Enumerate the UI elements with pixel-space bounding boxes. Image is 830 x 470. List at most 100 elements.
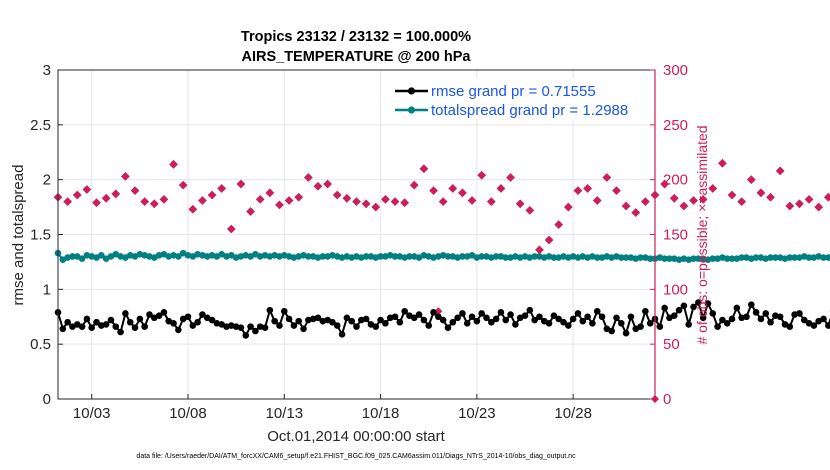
footnote: data file: /Users/raeder/DAI/ATM_forcXX/… [136, 453, 576, 460]
rmse-point [444, 324, 452, 332]
rmse-point [550, 312, 558, 319]
obs-possible-point [785, 201, 795, 211]
totalspread-point [478, 253, 485, 260]
totalspread-point [637, 254, 644, 261]
rmse-point [483, 314, 490, 322]
totalspread-point [305, 253, 312, 260]
rmse-point [709, 310, 717, 317]
obs-possible-point [255, 195, 265, 204]
x-tick-label: 10/08 [169, 405, 207, 422]
rmse-point [454, 314, 461, 322]
rmse-point [497, 309, 505, 316]
rmse-point [175, 326, 182, 334]
rmse-point [382, 320, 389, 327]
obs-possible-point [265, 188, 275, 198]
rmse-point [435, 313, 442, 321]
totalspread-point [391, 253, 399, 260]
totalspread-point [362, 253, 370, 260]
rmse-point [512, 321, 519, 328]
rmse-point [646, 320, 654, 327]
legend-label-totalspread: totalspread grand pr = 1.2988 [431, 102, 628, 119]
totalspread-point [791, 254, 798, 261]
rmse-point [762, 310, 770, 317]
rmse-point [290, 322, 298, 329]
obs-possible-point [63, 197, 73, 206]
rmse-point [704, 300, 712, 307]
rmse-point [699, 314, 707, 322]
totalspread-point [406, 253, 413, 260]
totalspread-point [728, 255, 736, 262]
rmse-point [569, 315, 577, 323]
rmse-point [757, 315, 765, 323]
obs-possible-point [226, 224, 236, 234]
rmse-point [463, 320, 471, 327]
obs-possible-point [486, 197, 496, 206]
obs-possible-point [178, 180, 188, 190]
obs-possible-point [679, 201, 689, 211]
x-tick-label: 10/03 [73, 405, 111, 422]
rmse-point [141, 323, 148, 330]
rmse-point [743, 313, 750, 321]
obs-possible-point [188, 204, 198, 214]
rmse-point [478, 310, 485, 317]
rmse-point [820, 315, 827, 323]
obs-possible-point [159, 195, 169, 204]
rmse-point [656, 323, 664, 330]
rmse-point [401, 307, 408, 315]
obs-possible-point [169, 159, 178, 169]
rmse-point [338, 331, 346, 338]
totalspread-point [175, 253, 182, 260]
rmse-point [88, 324, 95, 332]
rmse-point [314, 314, 322, 322]
totalspread-point [78, 255, 86, 262]
obs-possible-point [332, 190, 342, 200]
y2-axis-label: # of obs: o=possible; ×=assimilated [694, 125, 710, 344]
obs-possible-point [766, 192, 775, 202]
obs-possible-point [506, 173, 515, 182]
legend: rmse grand pr = 0.71555 totalspread gran… [391, 79, 652, 119]
rmse-point [796, 310, 803, 317]
rmse-point [800, 316, 808, 324]
y-tick-label: 3 [43, 62, 51, 79]
obs-possible-point [207, 190, 217, 200]
totalspread-point [492, 253, 500, 260]
obs-possible-point [448, 184, 458, 193]
obs-possible-point [313, 181, 323, 191]
totalspread-point [666, 255, 673, 262]
rmse-point [752, 309, 760, 316]
obs-possible-point [525, 205, 535, 215]
totalspread-point [622, 254, 630, 261]
totalspread-point [459, 253, 466, 260]
rmse-point [593, 307, 601, 315]
totalspread-point [531, 253, 538, 260]
totalspread-point [661, 255, 668, 262]
rmse-point [160, 309, 168, 316]
y-tick-label: 0.5 [30, 336, 51, 353]
rmse-point [377, 316, 384, 324]
obs-possible-point [294, 192, 304, 202]
rmse-point [560, 318, 567, 326]
rmse-point [459, 310, 466, 317]
obs-possible-point [342, 193, 352, 203]
totalspread-point [444, 253, 452, 260]
rmse-point [189, 322, 197, 329]
rmse-point [343, 314, 351, 322]
obs-possible-point [400, 198, 410, 208]
obs-possible-point [284, 196, 294, 205]
rmse-point [242, 332, 250, 339]
rmse-point [372, 323, 380, 330]
y2-tick-label: 300 [663, 62, 688, 79]
y2-tick-label: 250 [663, 117, 688, 134]
totalspread-point [752, 254, 760, 261]
x-tick-label: 10/13 [266, 405, 304, 422]
obs-possible-point [554, 220, 564, 230]
rmse-point [415, 311, 423, 318]
rmse-point [526, 306, 534, 314]
obs-possible-point [371, 202, 381, 212]
legend-marker-rmse [407, 87, 416, 95]
obs-possible-point [419, 164, 429, 174]
rmse-point [502, 316, 510, 324]
rmse-point [545, 320, 553, 327]
obs-possible-point [775, 166, 785, 176]
totalspread-point [319, 253, 327, 260]
